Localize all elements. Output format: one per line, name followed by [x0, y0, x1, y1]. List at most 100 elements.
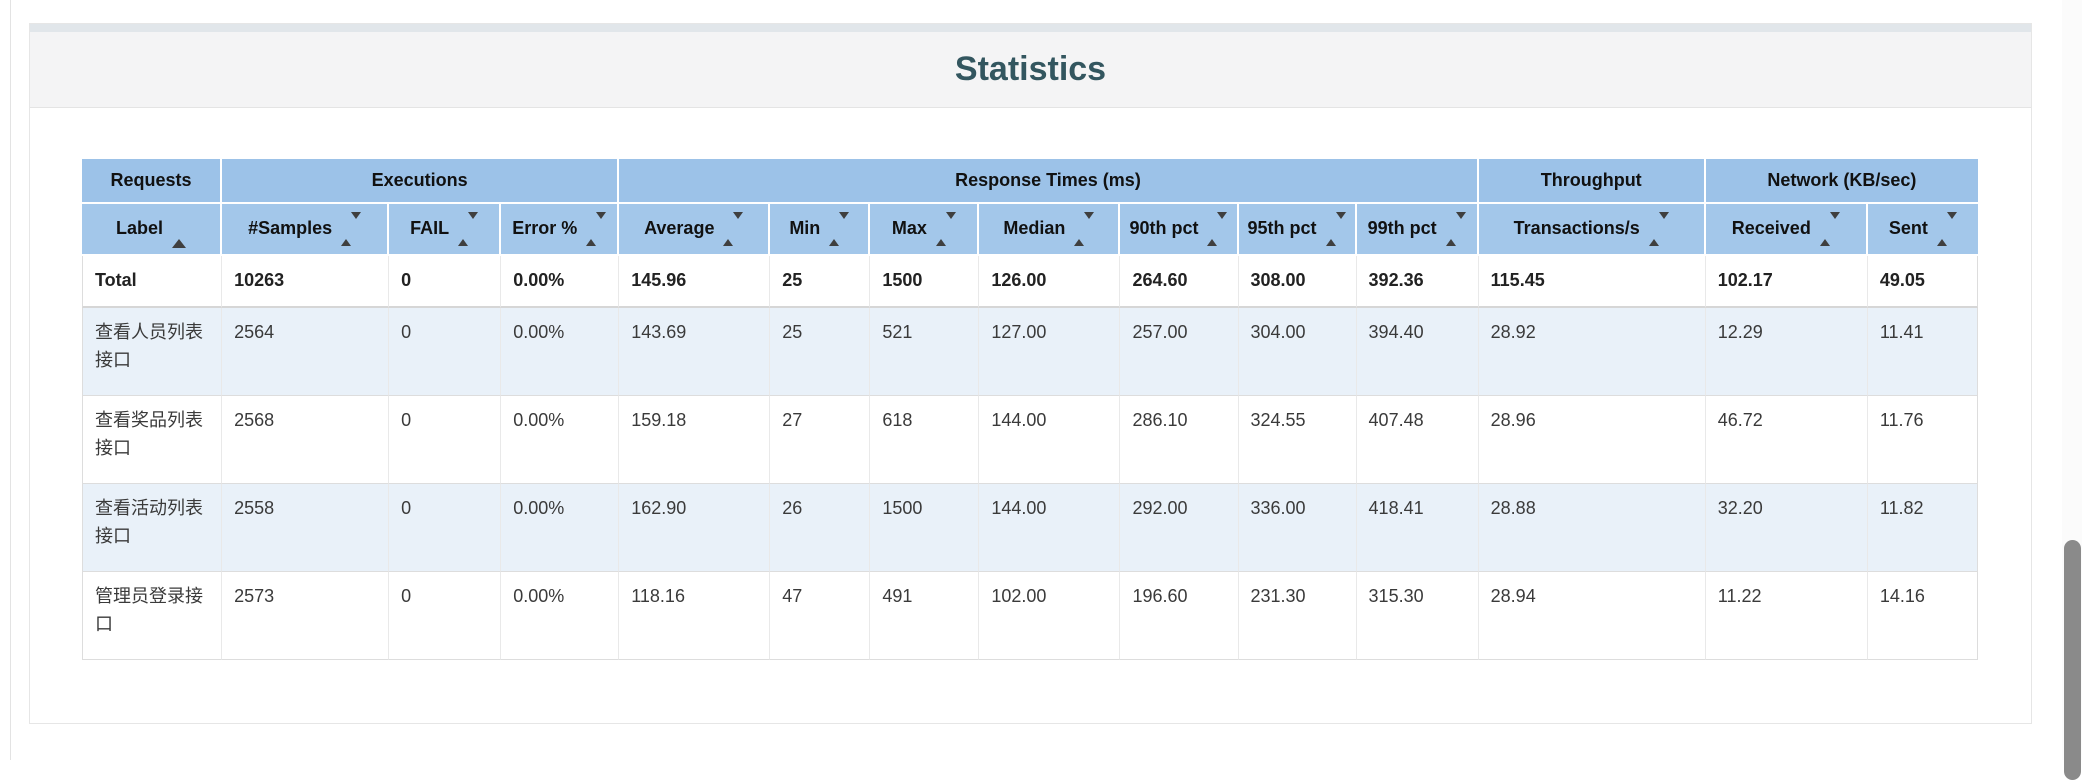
sort-both-icon — [1325, 211, 1346, 246]
total-value-cell: 126.00 — [979, 256, 1121, 308]
value-cell: 0.00% — [501, 307, 620, 396]
value-cell: 231.30 — [1238, 571, 1357, 660]
total-value-cell: 392.36 — [1356, 256, 1479, 308]
value-cell: 521 — [870, 307, 980, 396]
table-row: 查看奖品列表接口 2568 0 0.00% 159.18 27 618 144.00 286.1… — [82, 395, 1978, 484]
value-cell: 102.00 — [979, 571, 1121, 660]
column-header-99th-pct[interactable]: 99th pct — [1356, 204, 1479, 256]
value-cell: 27 — [770, 395, 871, 484]
column-header-average[interactable]: Average — [619, 204, 771, 256]
column-header-max[interactable]: Max — [870, 204, 980, 256]
value-cell: 257.00 — [1120, 307, 1239, 396]
value-cell: 11.76 — [1867, 395, 1978, 484]
table-row: 查看活动列表接口 2558 0 0.00% 162.90 26 1500 144.00 292.… — [82, 483, 1978, 572]
value-cell: 324.55 — [1238, 395, 1357, 484]
group-header-executions: Executions — [222, 159, 620, 204]
content-left-divider — [10, 0, 11, 760]
total-value-cell: 10263 — [222, 256, 390, 308]
sort-both-icon — [458, 211, 479, 246]
sort-both-icon — [586, 211, 607, 246]
vertical-scrollbar-thumb[interactable] — [2064, 540, 2081, 780]
value-cell: 0 — [389, 571, 502, 660]
group-header-network-kb-sec: Network (KB/sec) — [1705, 159, 1978, 204]
value-cell: 0.00% — [501, 571, 620, 660]
column-header-median[interactable]: Median — [979, 204, 1121, 256]
value-cell: 315.30 — [1356, 571, 1479, 660]
total-value-cell: 0 — [389, 256, 502, 308]
value-cell: 159.18 — [619, 395, 771, 484]
column-header-label: 99th pct — [1367, 218, 1437, 239]
value-cell: 28.88 — [1478, 483, 1706, 572]
request-label-cell: 管理员登录接口 — [82, 571, 223, 660]
sort-both-icon — [341, 211, 362, 246]
sort-both-icon — [1648, 211, 1669, 246]
value-cell: 1500 — [870, 483, 980, 572]
column-header-min[interactable]: Min — [770, 204, 871, 256]
column-header-label: Received — [1731, 218, 1811, 239]
total-value-cell: 0.00% — [501, 256, 620, 308]
value-cell: 46.72 — [1705, 395, 1868, 484]
value-cell: 304.00 — [1238, 307, 1357, 396]
table-row: 管理员登录接口 2573 0 0.00% 118.16 47 491 102.00 196.60… — [82, 571, 1978, 660]
value-cell: 2564 — [222, 307, 390, 396]
column-header-label: Min — [789, 218, 821, 239]
request-label-cell: 查看人员列表接口 — [82, 307, 223, 396]
column-header-label: Max — [891, 218, 927, 239]
table-row: 查看人员列表接口 2564 0 0.00% 143.69 25 521 127.00 257.0… — [82, 307, 1978, 396]
sort-both-icon — [1207, 211, 1228, 246]
statistics-table: Requests Executions Response Times (ms) Thr… — [82, 159, 1978, 660]
column-header-label: Error % — [512, 218, 578, 239]
column-header-90th-pct[interactable]: 90th pct — [1120, 204, 1239, 256]
value-cell: 0.00% — [501, 395, 620, 484]
value-cell: 11.22 — [1705, 571, 1868, 660]
column-header-sent[interactable]: Sent — [1867, 204, 1978, 256]
total-value-cell: 145.96 — [619, 256, 771, 308]
column-header-label: Transactions/s — [1513, 218, 1640, 239]
value-cell: 144.00 — [979, 483, 1121, 572]
column-header-label: Average — [644, 218, 715, 239]
column-header-error[interactable]: Error % — [501, 204, 620, 256]
request-label-cell: 查看活动列表接口 — [82, 483, 223, 572]
value-cell: 25 — [770, 307, 871, 396]
value-cell: 11.41 — [1867, 307, 1978, 396]
group-header-response-times-ms: Response Times (ms) — [619, 159, 1479, 204]
value-cell: 2558 — [222, 483, 390, 572]
total-value-cell: 102.17 — [1705, 256, 1868, 308]
column-header-received[interactable]: Received — [1705, 204, 1868, 256]
value-cell: 418.41 — [1356, 483, 1479, 572]
column-header-95th-pct[interactable]: 95th pct — [1238, 204, 1357, 256]
value-cell: 286.10 — [1120, 395, 1239, 484]
column-header-label: 90th pct — [1129, 218, 1199, 239]
statistics-panel: Statistics Requests Executions Response Ti… — [29, 23, 2032, 724]
column-header-label: Label — [116, 218, 164, 239]
value-cell: 47 — [770, 571, 871, 660]
column-header-label[interactable]: Label — [82, 204, 223, 256]
statistics-panel-body: Requests Executions Response Times (ms) Thr… — [30, 108, 2031, 660]
value-cell: 162.90 — [619, 483, 771, 572]
value-cell: 491 — [870, 571, 980, 660]
total-label-cell: Total — [82, 256, 223, 308]
column-header-label: 95th pct — [1247, 218, 1317, 239]
column-header-label: #Samples — [248, 218, 333, 239]
column-header-fail[interactable]: FAIL — [389, 204, 502, 256]
value-cell: 28.92 — [1478, 307, 1706, 396]
value-cell: 28.96 — [1478, 395, 1706, 484]
column-header-label: Sent — [1888, 218, 1928, 239]
value-cell: 118.16 — [619, 571, 771, 660]
total-value-cell: 25 — [770, 256, 871, 308]
value-cell: 143.69 — [619, 307, 771, 396]
statistics-panel-heading: Statistics — [30, 24, 2031, 108]
column-header-samples[interactable]: #Samples — [222, 204, 390, 256]
column-header-transactions-s[interactable]: Transactions/s — [1478, 204, 1706, 256]
total-value-cell: 115.45 — [1478, 256, 1706, 308]
value-cell: 0 — [389, 395, 502, 484]
sort-ascending-icon — [172, 218, 187, 248]
page-title: Statistics — [954, 50, 1107, 88]
column-header-row: Label #Samples FAIL Error % Average Min Max Med… — [82, 204, 1978, 256]
value-cell: 196.60 — [1120, 571, 1239, 660]
value-cell: 0 — [389, 483, 502, 572]
total-value-cell: 308.00 — [1238, 256, 1357, 308]
vertical-scrollbar-track[interactable] — [2062, 0, 2082, 780]
sort-both-icon — [935, 211, 956, 246]
total-row: Total 10263 0 0.00% 145.96 25 1500 126.00 264.60… — [82, 256, 1978, 308]
